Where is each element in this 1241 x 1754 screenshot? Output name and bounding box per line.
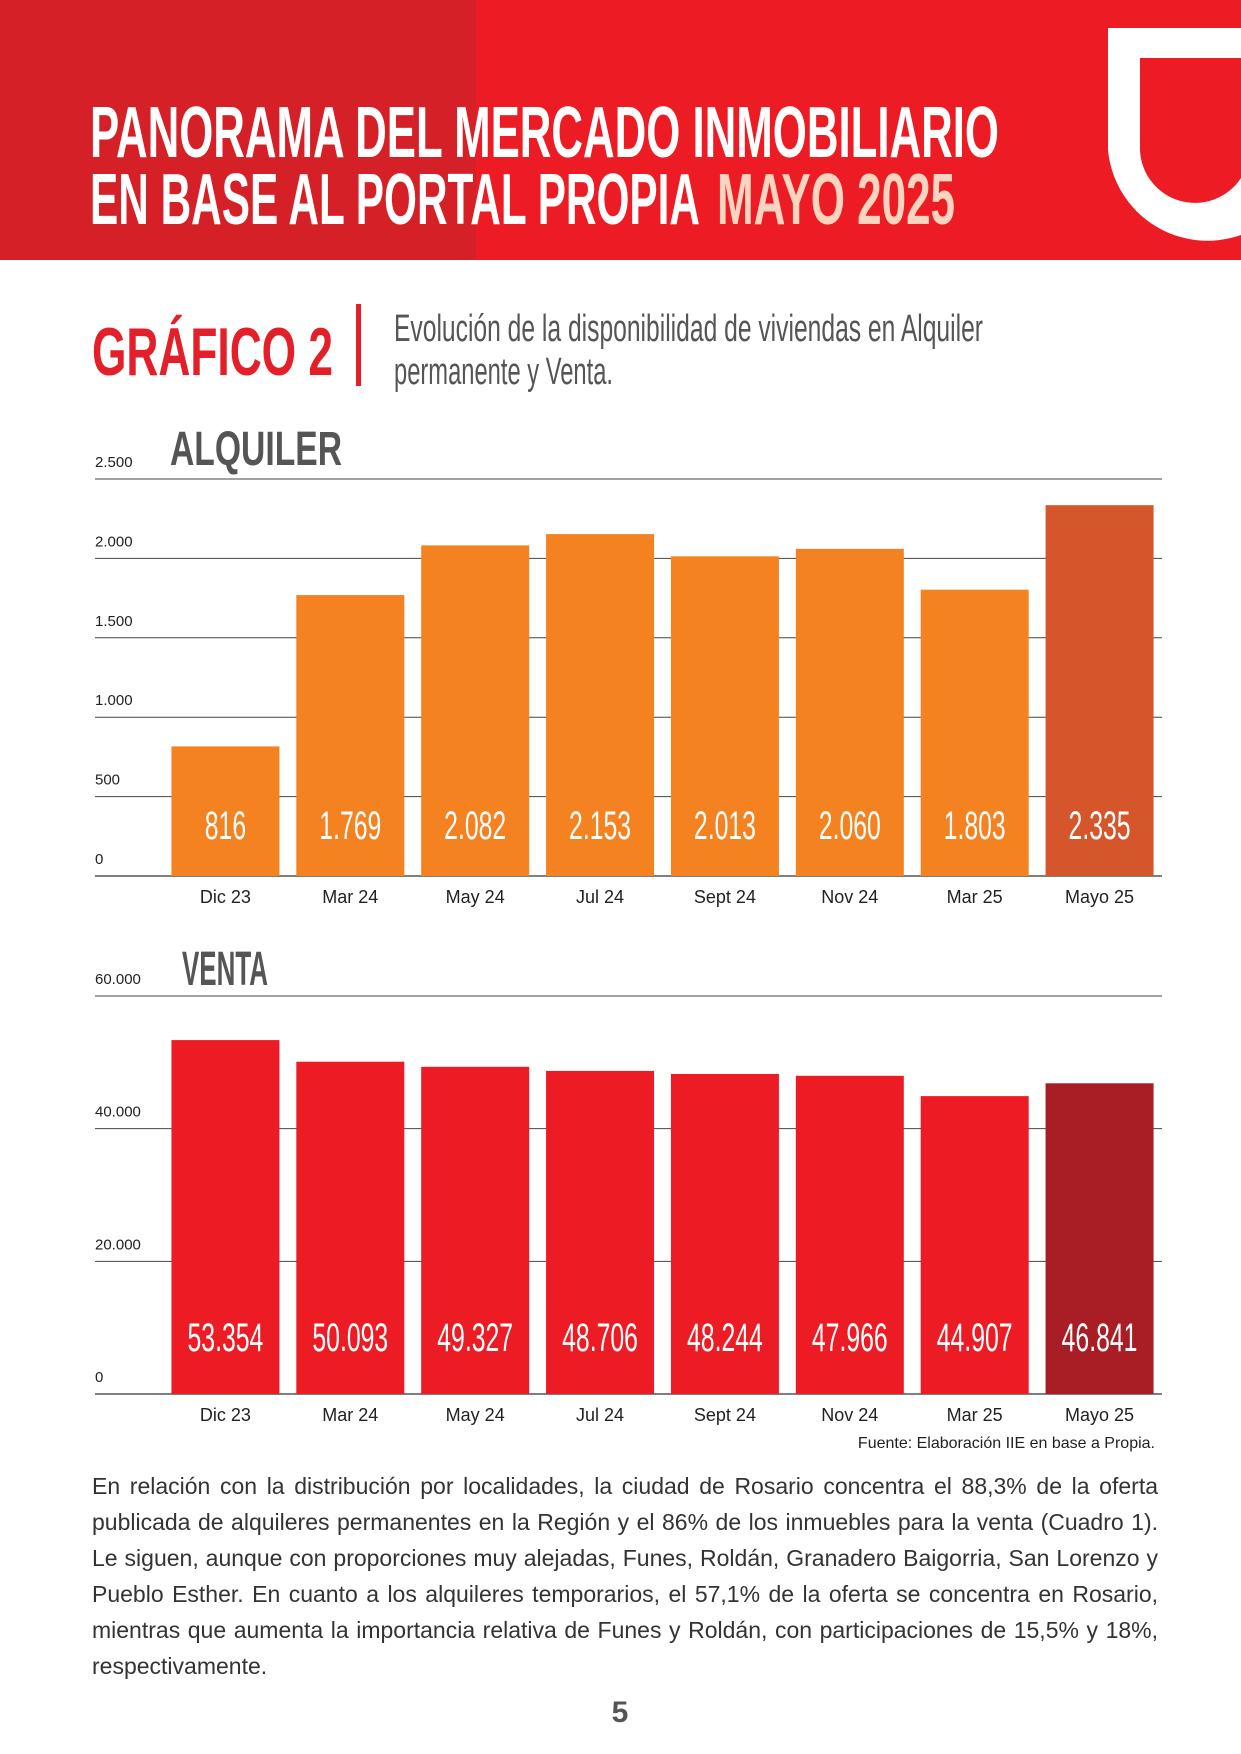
- x-tick-label: Nov 24: [821, 1405, 878, 1425]
- x-tick-label: Sept 24: [694, 887, 756, 907]
- source: Fuente: Elaboración IIE en base a Propia…: [858, 1435, 1155, 1452]
- y-tick-label: 500: [95, 772, 120, 789]
- bar: [171, 746, 280, 876]
- value-label: 44.907: [937, 1316, 1013, 1360]
- bar: [296, 595, 405, 876]
- y-tick-label: 0: [95, 1369, 103, 1386]
- logo: [1108, 28, 1241, 241]
- separator: [356, 304, 361, 386]
- x-tick-label: Mar 24: [322, 1405, 378, 1425]
- x-tick-label: Mayo 25: [1065, 1405, 1134, 1425]
- value-label: 816: [205, 804, 246, 848]
- bar: [670, 556, 779, 876]
- header-highlight: MAYO 2025: [717, 160, 955, 240]
- y-tick-label: 2.500: [95, 454, 133, 471]
- bar: [920, 589, 1029, 876]
- bar: [421, 1066, 530, 1394]
- bar: [546, 534, 655, 876]
- chart-title: ALQUILER: [170, 423, 342, 476]
- y-tick-label: 40.000: [95, 1104, 141, 1121]
- x-tick-label: Nov 24: [821, 887, 878, 907]
- x-tick-label: Jul 24: [576, 887, 624, 907]
- page-number: 5: [612, 1696, 629, 1729]
- value-label: 2.153: [569, 804, 631, 848]
- bar: [920, 1096, 1029, 1394]
- x-tick-label: Sept 24: [694, 1405, 756, 1425]
- bar: [421, 545, 530, 876]
- bar: [1045, 505, 1154, 876]
- y-tick-label: 1.000: [95, 692, 133, 709]
- bar: [795, 548, 904, 876]
- x-tick-label: Dic 23: [200, 1405, 251, 1425]
- value-label: 2.060: [819, 804, 881, 848]
- x-tick-label: Jul 24: [576, 1405, 624, 1425]
- y-tick-label: 1.500: [95, 613, 133, 630]
- body-text: En relación con la distribución por loca…: [92, 1473, 1158, 1679]
- value-label: 2.335: [1069, 804, 1131, 848]
- bar: [795, 1075, 904, 1394]
- bar: [546, 1070, 655, 1394]
- chart-title: VENTA: [182, 943, 268, 996]
- x-tick-label: Mayo 25: [1065, 887, 1134, 907]
- x-tick-label: Mar 25: [947, 1405, 1003, 1425]
- value-label: 2.013: [694, 804, 756, 848]
- y-tick-label: 60.000: [95, 971, 141, 988]
- value-label: 47.966: [812, 1316, 888, 1360]
- y-tick-label: 0: [95, 851, 103, 868]
- x-tick-label: Mar 24: [322, 887, 378, 907]
- header-title: PANORAMA DEL MERCADO INMOBILIARIO: [90, 93, 999, 173]
- value-label: 50.093: [312, 1316, 388, 1360]
- bar: [670, 1073, 779, 1394]
- value-label: 46.841: [1062, 1316, 1138, 1360]
- bar: [1045, 1083, 1154, 1394]
- value-label: 1.803: [944, 804, 1006, 848]
- y-tick-label: 2.000: [95, 533, 133, 550]
- x-tick-label: Mar 25: [947, 887, 1003, 907]
- header-title: EN BASE AL PORTAL PROPIA: [90, 160, 700, 240]
- y-tick-label: 20.000: [95, 1236, 141, 1253]
- value-label: 48.706: [562, 1316, 638, 1360]
- x-tick-label: May 24: [446, 887, 505, 907]
- x-tick-label: May 24: [446, 1405, 505, 1425]
- header-band-left: [0, 0, 476, 260]
- figure-caption: Evolución de la disponibilidad de vivien…: [394, 308, 983, 350]
- x-tick-label: Dic 23: [200, 887, 251, 907]
- value-label: 49.327: [437, 1316, 513, 1360]
- bar: [171, 1040, 280, 1394]
- value-label: 53.354: [188, 1316, 264, 1360]
- value-label: 1.769: [319, 804, 381, 848]
- value-label: 48.244: [687, 1316, 763, 1360]
- bar: [296, 1061, 405, 1394]
- figure-caption: permanente y Venta.: [394, 351, 613, 393]
- figure-label: GRÁFICO 2: [92, 314, 333, 390]
- value-label: 2.082: [444, 804, 506, 848]
